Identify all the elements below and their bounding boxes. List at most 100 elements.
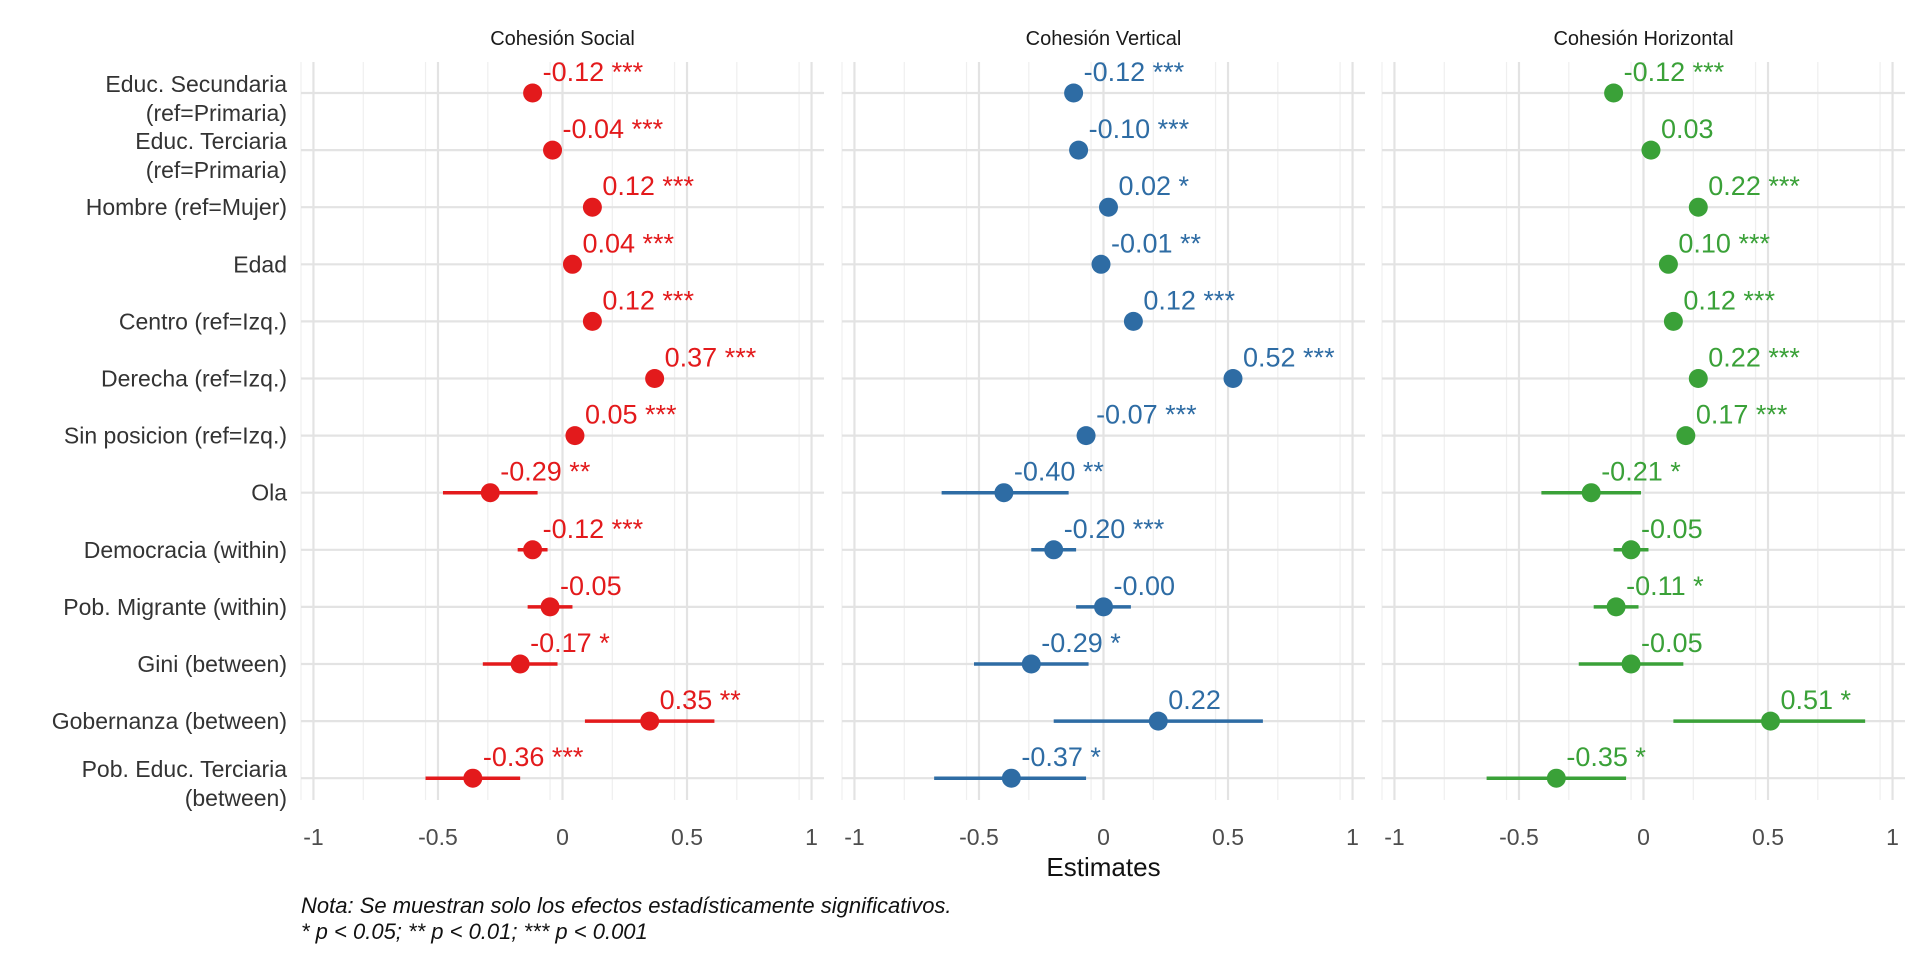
data-label: -0.12 *** bbox=[543, 57, 644, 87]
point bbox=[1076, 426, 1096, 446]
x-tick-label: 0 bbox=[1097, 824, 1110, 850]
y-tick-label: Sin posicion (ref=Izq.) bbox=[64, 423, 287, 449]
point bbox=[1761, 711, 1781, 731]
data-label: -0.35 * bbox=[1566, 742, 1646, 772]
data-label: 0.05 *** bbox=[585, 400, 677, 430]
x-tick-label: 0.5 bbox=[1212, 824, 1244, 850]
x-tick-label: -1 bbox=[1384, 824, 1404, 850]
data-label: 0.04 *** bbox=[582, 228, 674, 258]
data-label: 0.52 *** bbox=[1243, 343, 1335, 373]
point bbox=[1069, 140, 1089, 160]
y-tick-label: Ola bbox=[251, 480, 287, 506]
data-label: 0.22 *** bbox=[1708, 343, 1800, 373]
point bbox=[1688, 197, 1708, 217]
point bbox=[1223, 369, 1243, 388]
x-tick-label: -1 bbox=[303, 824, 323, 850]
point bbox=[1148, 711, 1168, 731]
x-tick-label: -0.5 bbox=[418, 824, 458, 850]
data-label: -0.20 *** bbox=[1064, 514, 1165, 544]
data-label: 0.12 *** bbox=[602, 285, 694, 315]
point bbox=[1581, 483, 1601, 503]
point bbox=[582, 311, 602, 331]
point bbox=[540, 597, 560, 617]
data-label: 0.35 ** bbox=[660, 685, 742, 715]
data-label: 0.22 bbox=[1168, 685, 1221, 715]
point bbox=[1621, 540, 1641, 560]
x-tick-label: 0 bbox=[556, 824, 569, 850]
data-label: 0.10 *** bbox=[1678, 228, 1770, 258]
data-label: 0.03 bbox=[1661, 114, 1714, 144]
x-tick-label: -1 bbox=[844, 824, 864, 850]
data-label: -0.36 *** bbox=[483, 742, 584, 772]
point bbox=[582, 197, 602, 217]
data-label: 0.12 *** bbox=[1143, 285, 1235, 315]
point bbox=[1044, 540, 1064, 560]
data-label: -0.17 * bbox=[530, 628, 610, 658]
point bbox=[1676, 426, 1696, 446]
data-label: 0.17 *** bbox=[1696, 400, 1788, 430]
data-label: -0.05 bbox=[1641, 628, 1703, 658]
point bbox=[1021, 654, 1041, 674]
y-tick-label: Hombre (ref=Mujer) bbox=[86, 194, 287, 220]
point bbox=[645, 369, 665, 388]
x-tick-label: -0.5 bbox=[1499, 824, 1539, 850]
data-label: 0.12 *** bbox=[602, 171, 694, 201]
x-tick-label: 1 bbox=[805, 824, 818, 850]
point bbox=[480, 483, 500, 503]
point bbox=[1658, 254, 1678, 274]
y-tick-label: Derecha (ref=Izq.) bbox=[101, 366, 287, 392]
y-tick-label: Centro (ref=Izq.) bbox=[119, 308, 287, 334]
point bbox=[994, 483, 1014, 503]
point bbox=[640, 711, 660, 731]
panel-title: Cohesión Horizontal bbox=[1553, 28, 1733, 50]
y-tick-label: Edad bbox=[233, 251, 287, 277]
data-label: 0.02 * bbox=[1118, 171, 1189, 201]
data-label: 0.51 * bbox=[1781, 685, 1852, 715]
point bbox=[1094, 597, 1113, 617]
x-tick-label: 0.5 bbox=[671, 824, 703, 850]
x-tick-label: -0.5 bbox=[959, 824, 999, 850]
point bbox=[523, 540, 543, 560]
point bbox=[1606, 597, 1626, 617]
y-tick-label: Gini (between) bbox=[137, 651, 287, 677]
point bbox=[1641, 140, 1661, 160]
data-label: -0.12 *** bbox=[543, 514, 644, 544]
data-label: -0.21 * bbox=[1601, 457, 1681, 487]
point bbox=[543, 140, 563, 160]
y-tick-label: Educ. Terciaria (ref=Primaria) bbox=[135, 128, 287, 183]
data-label: -0.04 *** bbox=[563, 114, 664, 144]
point bbox=[523, 83, 543, 103]
x-tick-label: 1 bbox=[1346, 824, 1359, 850]
y-tick-label: Pob. Educ. Terciaria (between) bbox=[82, 756, 288, 811]
y-tick-label: Educ. Secundaria (ref=Primaria) bbox=[105, 71, 287, 126]
point bbox=[1001, 768, 1021, 788]
y-tick-label: Gobernanza (between) bbox=[52, 708, 287, 734]
data-label: -0.11 * bbox=[1626, 571, 1704, 601]
point bbox=[1064, 83, 1084, 103]
point bbox=[463, 768, 483, 788]
x-axis-label: Estimates bbox=[1046, 852, 1160, 882]
point bbox=[1546, 768, 1566, 788]
data-label: -0.05 bbox=[1641, 514, 1703, 544]
data-label: -0.05 bbox=[560, 571, 622, 601]
data-label: -0.37 * bbox=[1021, 742, 1101, 772]
data-label: 0.22 *** bbox=[1708, 171, 1800, 201]
note-line-1: Nota: Se muestran solo los efectos estad… bbox=[301, 893, 952, 918]
data-label: -0.12 *** bbox=[1084, 57, 1185, 87]
point bbox=[562, 254, 582, 274]
panel-title: Cohesión Vertical bbox=[1026, 28, 1182, 50]
data-label: -0.40 ** bbox=[1014, 457, 1105, 487]
point bbox=[1604, 83, 1624, 103]
x-tick-label: 1 bbox=[1886, 824, 1899, 850]
data-label: -0.29 * bbox=[1041, 628, 1121, 658]
point bbox=[565, 426, 585, 446]
data-label: -0.10 *** bbox=[1089, 114, 1190, 144]
point bbox=[1663, 311, 1683, 331]
panel-title: Cohesión Social bbox=[490, 28, 635, 50]
point bbox=[1091, 254, 1111, 274]
x-tick-label: 0 bbox=[1637, 824, 1650, 850]
data-label: -0.12 *** bbox=[1624, 57, 1725, 87]
y-tick-label: Democracia (within) bbox=[84, 537, 287, 563]
